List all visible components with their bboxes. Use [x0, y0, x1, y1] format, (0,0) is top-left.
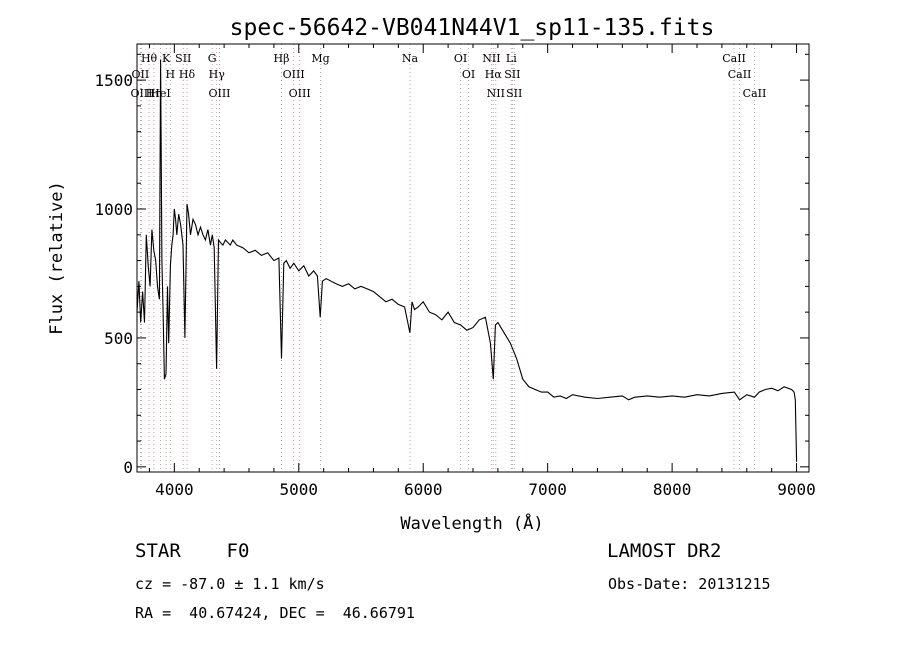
line-id-label: H — [166, 68, 176, 81]
line-id-label: OIII — [208, 87, 230, 100]
line-id-label: OII — [132, 68, 150, 81]
line-id-label: NII — [487, 87, 505, 100]
line-id-label: OI — [462, 68, 475, 81]
line-id-label: Hθ — [141, 52, 158, 65]
observation-date: Obs-Date: 20131215 — [608, 575, 771, 593]
line-id-label: Hα — [485, 68, 503, 81]
line-id-label: NII — [482, 52, 500, 65]
line-id-label: Hδ — [179, 68, 196, 81]
line-id-label: CaII — [728, 68, 752, 81]
line-id-label: Na — [402, 52, 419, 65]
line-id-label: Hγ — [209, 68, 226, 81]
line-id-label: Hη — [146, 87, 162, 100]
y-tick-label: 1000 — [94, 200, 133, 219]
x-tick-label: 5000 — [280, 480, 319, 499]
line-id-labels: HθOIIOIIIHηHeIKHSIIHδGHγOIIIHβOIIIOIIIMg… — [130, 52, 766, 100]
line-id-label: HeI — [150, 87, 170, 100]
object-class: STAR F0 — [135, 540, 250, 562]
y-axis-label: Flux (relative) — [47, 181, 67, 335]
line-id-label: OI — [454, 52, 467, 65]
redshift-value: cz = -87.0 ± 1.1 km/s — [135, 575, 325, 593]
survey-name: LAMOST DR2 — [607, 540, 722, 562]
line-id-label: OIII — [283, 68, 305, 81]
line-id-label: OIII — [130, 87, 152, 100]
line-id-markers — [139, 44, 755, 472]
chart-title: spec-56642-VB041N44V1_sp11-135.fits — [230, 15, 715, 41]
line-id-label: G — [208, 52, 217, 65]
y-tick-label: 0 — [123, 458, 133, 477]
line-id-label: SII — [175, 52, 191, 65]
line-id-label: Li — [506, 52, 517, 65]
line-id-label: SII — [506, 87, 522, 100]
line-id-label: CaII — [743, 87, 767, 100]
x-tick-label: 4000 — [155, 480, 194, 499]
x-tick-label: 8000 — [653, 480, 692, 499]
x-tick-label: 7000 — [528, 480, 567, 499]
y-tick-label: 1500 — [94, 71, 133, 90]
plot-frame — [136, 43, 810, 473]
line-id-label: CaII — [722, 52, 746, 65]
line-id-label: OIII — [289, 87, 311, 100]
coordinates: RA = 40.67424, DEC = 46.66791 — [135, 604, 415, 622]
axes: 4000 5000 6000 7000 8000 9000 0 500 1000 1500 — [94, 44, 816, 499]
line-id-label: Hβ — [274, 52, 290, 65]
line-id-label: SII — [504, 68, 520, 81]
x-tick-label: 9000 — [777, 480, 816, 499]
line-id-label: K — [162, 52, 171, 65]
x-tick-label: 6000 — [404, 480, 443, 499]
y-tick-label: 500 — [104, 329, 133, 348]
spectrum-line — [136, 59, 798, 462]
line-id-label: Mg — [311, 52, 329, 65]
x-axis-label: Wavelength (Å) — [400, 512, 543, 534]
